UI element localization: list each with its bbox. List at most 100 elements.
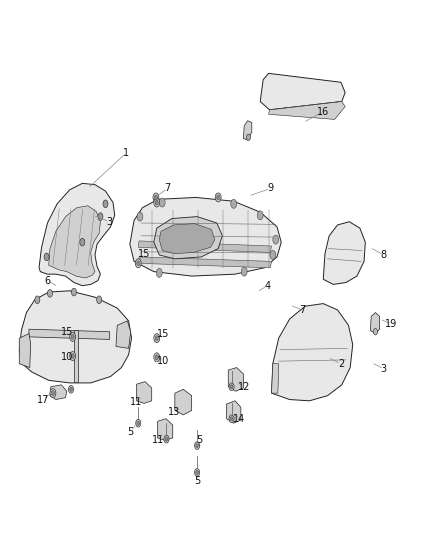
Polygon shape [49,206,100,278]
Text: 5: 5 [194,476,200,486]
Polygon shape [159,224,215,254]
Circle shape [231,199,237,208]
Polygon shape [138,257,272,268]
Circle shape [165,437,168,441]
Circle shape [194,442,200,449]
Circle shape [137,421,140,425]
Polygon shape [19,291,131,383]
Text: 6: 6 [44,276,50,286]
Text: 19: 19 [385,319,398,329]
Text: 2: 2 [338,359,344,369]
Circle shape [44,253,49,261]
Circle shape [153,193,159,202]
Text: 10: 10 [157,356,170,366]
Polygon shape [272,304,353,401]
Circle shape [216,195,220,200]
Text: 11: 11 [152,435,164,446]
Polygon shape [39,183,115,286]
Text: 13: 13 [167,407,180,417]
Text: 15: 15 [60,327,73,337]
Circle shape [156,269,162,277]
Polygon shape [323,222,365,285]
Circle shape [155,200,159,205]
Circle shape [229,415,234,423]
Text: 8: 8 [381,250,387,260]
Circle shape [154,195,158,200]
Circle shape [137,212,143,221]
Circle shape [68,385,74,393]
Circle shape [50,389,56,398]
Circle shape [71,353,74,359]
Polygon shape [244,120,252,140]
Circle shape [270,251,276,260]
Polygon shape [175,389,192,415]
Circle shape [70,387,72,391]
Polygon shape [116,321,131,349]
Circle shape [136,419,141,427]
Circle shape [70,352,76,360]
Circle shape [80,238,85,246]
Text: 11: 11 [130,397,142,407]
Polygon shape [268,101,345,119]
Circle shape [155,355,159,360]
Text: 17: 17 [37,394,49,405]
Circle shape [164,435,169,443]
Circle shape [35,296,40,304]
Text: 14: 14 [233,414,245,424]
Circle shape [98,213,103,221]
Text: 7: 7 [299,305,305,315]
Text: 4: 4 [264,281,270,290]
Polygon shape [137,382,152,403]
Polygon shape [260,74,345,110]
Circle shape [70,333,76,341]
Circle shape [241,267,247,276]
Text: 7: 7 [165,183,171,193]
Text: 12: 12 [238,382,251,392]
Circle shape [273,235,279,244]
Polygon shape [272,364,279,393]
Circle shape [230,385,233,389]
Circle shape [196,470,198,474]
Polygon shape [154,216,223,259]
Polygon shape [74,330,78,382]
Circle shape [135,259,141,268]
Polygon shape [371,312,380,334]
Circle shape [137,261,140,266]
Circle shape [47,289,53,297]
Polygon shape [19,334,31,368]
Circle shape [97,296,102,304]
Circle shape [71,288,77,296]
Circle shape [154,198,160,207]
Polygon shape [29,329,110,340]
Text: 5: 5 [196,435,202,446]
Circle shape [246,134,251,141]
Text: 15: 15 [138,249,150,259]
Circle shape [196,443,198,448]
Circle shape [51,391,54,395]
Circle shape [154,353,160,362]
Polygon shape [50,385,67,400]
Text: 16: 16 [317,107,329,117]
Text: 10: 10 [60,352,73,362]
Circle shape [159,198,165,207]
Circle shape [71,334,74,340]
Text: 9: 9 [267,183,273,193]
Text: 3: 3 [106,217,113,227]
Circle shape [103,200,108,208]
Circle shape [215,193,221,202]
Text: 5: 5 [127,426,134,437]
Circle shape [155,336,159,341]
Circle shape [154,334,160,343]
Text: 15: 15 [157,329,170,338]
Circle shape [229,383,234,391]
Polygon shape [130,197,281,276]
Circle shape [194,469,200,477]
Circle shape [257,211,263,220]
Polygon shape [226,401,241,423]
Text: 1: 1 [124,148,130,158]
Polygon shape [138,241,272,253]
Circle shape [230,417,233,421]
Polygon shape [228,368,244,391]
Circle shape [373,328,378,335]
Text: 3: 3 [381,364,387,374]
